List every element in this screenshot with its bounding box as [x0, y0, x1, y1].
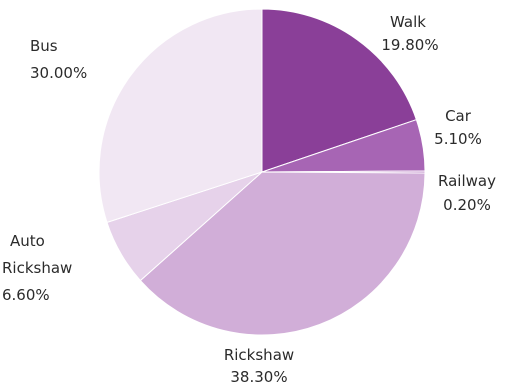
label-auto-line1: Auto [10, 232, 45, 250]
label-walk-name: Walk [390, 13, 426, 31]
label-railway-value: 0.20% [443, 196, 491, 214]
label-railway-name: Railway [438, 172, 496, 190]
label-car-name: Car [445, 107, 472, 125]
pie-slices [98, 8, 426, 336]
slice-bus [98, 8, 263, 224]
slice-walk [261, 8, 418, 173]
label-bus-name: Bus [30, 37, 58, 55]
label-walk-value: 19.80% [381, 36, 438, 54]
slice-rickshaw [139, 171, 426, 336]
label-auto-value: 6.60% [2, 286, 50, 304]
label-car-value: 5.10% [434, 130, 482, 148]
label-rickshaw-value: 38.30% [230, 368, 287, 386]
label-bus-value: 30.00% [30, 64, 87, 82]
label-rickshaw-name: Rickshaw [224, 346, 294, 364]
label-auto-line2: Rickshaw [2, 259, 72, 277]
